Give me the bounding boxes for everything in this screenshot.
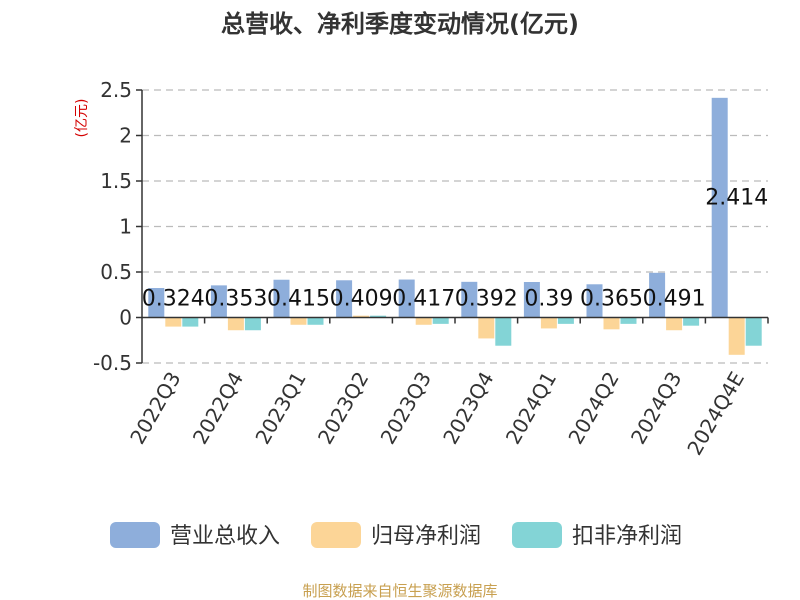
net-profit-bar[interactable] <box>478 317 495 339</box>
legend-item-net-profit[interactable]: 归母净利润 <box>311 522 481 549</box>
revenue-bar[interactable] <box>273 279 290 318</box>
y-tick-label: 2 <box>119 124 132 148</box>
x-tick-label: 2022Q3 <box>125 368 185 449</box>
net-profit-bar[interactable] <box>540 317 557 329</box>
revenue-bar[interactable] <box>148 288 165 318</box>
deducted-net-profit-bar[interactable] <box>683 317 700 326</box>
deducted-net-profit-bar[interactable] <box>620 317 637 324</box>
revenue-bar[interactable] <box>586 284 603 318</box>
legend-label-deducted-net-profit: 扣非净利润 <box>572 524 682 549</box>
bars <box>148 97 762 355</box>
legend-swatch-revenue <box>110 522 160 548</box>
net-profit-bar[interactable] <box>603 317 620 330</box>
data-label: 0.491 <box>643 287 706 312</box>
revenue-bar[interactable] <box>398 279 415 318</box>
revenue-bar[interactable] <box>649 272 666 318</box>
data-label: 2.414 <box>705 186 768 211</box>
gridlines <box>142 89 768 364</box>
y-tick-label: 2.5 <box>100 78 132 102</box>
deducted-net-profit-bar[interactable] <box>745 317 762 346</box>
net-profit-bar[interactable] <box>666 317 683 331</box>
legend: 营业总收入 归母净利润 扣非净利润 <box>110 522 682 549</box>
data-label: 0.409 <box>330 287 393 312</box>
deducted-net-profit-bar[interactable] <box>307 317 324 325</box>
legend-item-deducted-net-profit[interactable]: 扣非净利润 <box>512 522 682 549</box>
y-tick-label: 1 <box>119 215 132 239</box>
net-profit-bar[interactable] <box>728 317 745 355</box>
legend-swatch-deducted-net-profit <box>512 522 562 548</box>
deducted-net-profit-bar[interactable] <box>244 317 261 331</box>
net-profit-bar[interactable] <box>353 315 370 318</box>
y-axis-unit: (亿元) <box>74 99 90 138</box>
x-tick-label: 2022Q4 <box>188 368 248 449</box>
x-tick-label: 2024Q2 <box>563 368 623 449</box>
deducted-net-profit-bar[interactable] <box>495 317 512 346</box>
y-tick-label: 1.5 <box>100 169 132 193</box>
net-profit-bar[interactable] <box>227 317 244 331</box>
revenue-bar[interactable] <box>461 281 478 318</box>
y-tick-label: 0.5 <box>100 260 132 284</box>
data-label: 0.365 <box>580 287 643 312</box>
revenue-bar[interactable] <box>711 97 728 318</box>
data-label: 0.39 <box>524 287 573 312</box>
legend-label-revenue: 营业总收入 <box>170 524 280 549</box>
data-labels: 0.324 0.353 0.415 0.409 0.417 0.392 0.39 0.365 0… <box>142 186 768 312</box>
legend-item-revenue[interactable]: 营业总收入 <box>110 522 280 549</box>
y-axis-ticks: 2.5 2 1.5 1 0.5 0 -0.5 <box>93 78 142 375</box>
revenue-bar[interactable] <box>523 282 540 318</box>
data-label: 0.324 <box>142 287 205 312</box>
x-tick-label: 2024Q1 <box>501 368 561 449</box>
deducted-net-profit-bar[interactable] <box>557 317 574 324</box>
x-tick-label: 2023Q3 <box>376 368 436 449</box>
revenue-bar[interactable] <box>336 280 353 318</box>
deducted-net-profit-bar[interactable] <box>370 315 387 318</box>
x-axis-ticks: 2022Q3 2022Q4 2023Q1 2023Q2 2023Q3 2023Q4 2024… <box>125 317 769 460</box>
x-tick-label: 2024Q4E <box>682 368 749 460</box>
net-profit-bar[interactable] <box>290 317 307 325</box>
revenue-bar[interactable] <box>210 285 227 318</box>
x-tick-label: 2023Q2 <box>313 368 373 449</box>
net-profit-bar[interactable] <box>165 317 182 327</box>
x-tick-label: 2023Q1 <box>250 368 310 449</box>
net-profit-bar[interactable] <box>415 317 432 325</box>
legend-swatch-net-profit <box>311 522 361 548</box>
data-label: 0.415 <box>267 287 330 312</box>
data-label: 0.353 <box>204 287 267 312</box>
source-note: 制图数据来自恒生聚源数据库 <box>302 582 497 600</box>
deducted-net-profit-bar[interactable] <box>182 317 199 327</box>
y-tick-label: 0 <box>119 306 132 330</box>
legend-label-net-profit: 归母净利润 <box>371 524 481 549</box>
chart-title: 总营收、净利季度变动情况(亿元) <box>221 10 579 38</box>
data-label: 0.417 <box>392 287 455 312</box>
x-tick-label: 2023Q4 <box>438 368 498 449</box>
data-label: 0.392 <box>455 287 518 312</box>
deducted-net-profit-bar[interactable] <box>432 317 449 324</box>
y-tick-label: -0.5 <box>93 351 132 375</box>
x-tick-label: 2024Q3 <box>626 368 686 449</box>
